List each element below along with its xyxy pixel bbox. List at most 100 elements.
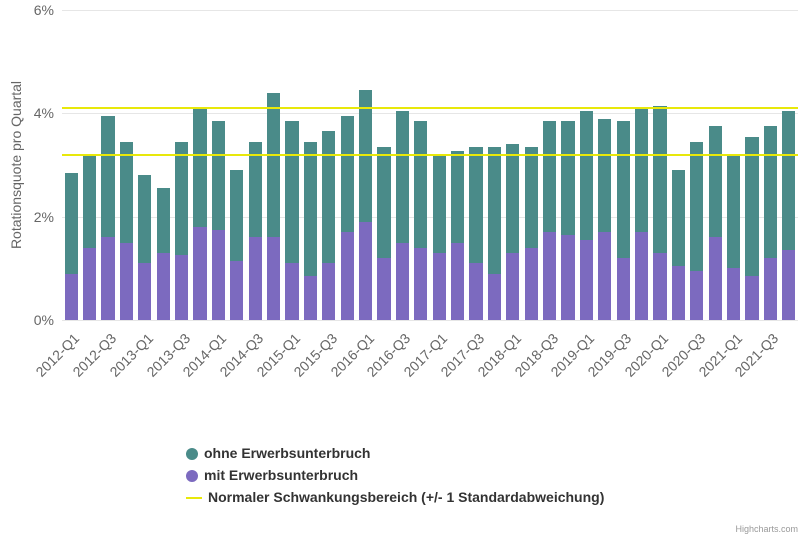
bar-segment xyxy=(488,147,501,274)
bar-segment xyxy=(175,255,188,320)
bar[interactable] xyxy=(782,111,795,320)
bar-segment xyxy=(598,119,611,233)
bar-segment xyxy=(377,258,390,320)
bar-segment xyxy=(690,142,703,271)
bar-segment xyxy=(506,253,519,320)
rotations-chart: Rotationsquote pro Quartal 0%2%4%6%2012-… xyxy=(0,0,808,539)
bar-segment xyxy=(304,142,317,276)
bar-segment xyxy=(322,131,335,263)
bar[interactable] xyxy=(83,155,96,320)
bar-segment xyxy=(469,263,482,320)
bar-segment xyxy=(617,121,630,258)
bar[interactable] xyxy=(469,147,482,320)
bar[interactable] xyxy=(175,142,188,320)
bar[interactable] xyxy=(193,108,206,320)
bar[interactable] xyxy=(525,147,538,320)
legend-label: ohne Erwerbsunterbruch xyxy=(204,443,370,464)
bar[interactable] xyxy=(65,173,78,320)
bar[interactable] xyxy=(396,111,409,320)
credits-link[interactable]: Highcharts.com xyxy=(735,524,798,534)
bar-segment xyxy=(506,144,519,253)
bar[interactable] xyxy=(617,121,630,320)
legend: ohne Erwerbsunterbruchmit Erwerbsunterbr… xyxy=(186,442,604,509)
bar-segment xyxy=(782,250,795,320)
bar-segment xyxy=(138,175,151,263)
bar[interactable] xyxy=(672,170,685,320)
bar[interactable] xyxy=(249,142,262,320)
bar-segment xyxy=(396,243,409,321)
bar-segment xyxy=(433,155,446,253)
bar[interactable] xyxy=(488,147,501,320)
bar-segment xyxy=(525,248,538,320)
bar-segment xyxy=(267,237,280,320)
bar-segment xyxy=(451,151,464,243)
bar-segment xyxy=(193,227,206,320)
bar[interactable] xyxy=(727,155,740,320)
bar[interactable] xyxy=(341,116,354,320)
bar[interactable] xyxy=(359,90,372,320)
bar-segment xyxy=(745,137,758,277)
legend-label: Normaler Schwankungsbereich (+/- 1 Stand… xyxy=(208,487,604,508)
bar[interactable] xyxy=(543,121,556,320)
bar[interactable] xyxy=(230,170,243,320)
bar[interactable] xyxy=(745,137,758,320)
bar[interactable] xyxy=(506,144,519,320)
bar-segment xyxy=(525,147,538,248)
bar[interactable] xyxy=(377,147,390,320)
bar-segment xyxy=(561,235,574,320)
bar[interactable] xyxy=(414,121,427,320)
legend-line-icon xyxy=(186,497,202,499)
bar[interactable] xyxy=(120,142,133,320)
bar-segment xyxy=(83,155,96,248)
bar-segment xyxy=(249,237,262,320)
legend-swatch-icon xyxy=(186,448,198,460)
bar[interactable] xyxy=(561,121,574,320)
bar-segment xyxy=(414,248,427,320)
bar-segment xyxy=(672,170,685,266)
std-band-line xyxy=(62,107,798,109)
legend-item[interactable]: Normaler Schwankungsbereich (+/- 1 Stand… xyxy=(186,487,604,508)
legend-item[interactable]: mit Erwerbsunterbruch xyxy=(186,465,604,486)
ytick-label: 0% xyxy=(34,312,62,328)
bar[interactable] xyxy=(138,175,151,320)
bar-segment xyxy=(653,106,666,253)
bar[interactable] xyxy=(598,119,611,320)
gridline xyxy=(62,217,798,218)
bar-segment xyxy=(598,232,611,320)
bar-segment xyxy=(212,230,225,320)
bar-segment xyxy=(745,276,758,320)
bar[interactable] xyxy=(285,121,298,320)
bar-segment xyxy=(653,253,666,320)
bar-segment xyxy=(727,268,740,320)
bar-segment xyxy=(120,142,133,243)
bar[interactable] xyxy=(635,108,648,320)
bar[interactable] xyxy=(451,151,464,320)
yaxis-title: Rotationsquote pro Quartal xyxy=(8,81,24,249)
bar-segment xyxy=(543,121,556,232)
bar-segment xyxy=(672,266,685,320)
bar-segment xyxy=(414,121,427,248)
legend-item[interactable]: ohne Erwerbsunterbruch xyxy=(186,443,604,464)
bar[interactable] xyxy=(267,93,280,320)
bar-segment xyxy=(249,142,262,238)
bar[interactable] xyxy=(212,121,225,320)
bar-segment xyxy=(561,121,574,235)
bar-segment xyxy=(157,253,170,320)
bar[interactable] xyxy=(101,116,114,320)
bar-segment xyxy=(230,170,243,260)
gridline xyxy=(62,10,798,11)
bar-segment xyxy=(764,126,777,258)
bar[interactable] xyxy=(322,131,335,320)
bar[interactable] xyxy=(690,142,703,320)
bar-segment xyxy=(341,232,354,320)
bar[interactable] xyxy=(433,155,446,320)
bar[interactable] xyxy=(653,106,666,320)
bar-segment xyxy=(396,111,409,243)
bar-segment xyxy=(488,274,501,321)
bar[interactable] xyxy=(157,188,170,320)
bar-segment xyxy=(580,240,593,320)
bar-segment xyxy=(635,232,648,320)
bar[interactable] xyxy=(304,142,317,320)
bar[interactable] xyxy=(580,111,593,320)
bar-segment xyxy=(322,263,335,320)
